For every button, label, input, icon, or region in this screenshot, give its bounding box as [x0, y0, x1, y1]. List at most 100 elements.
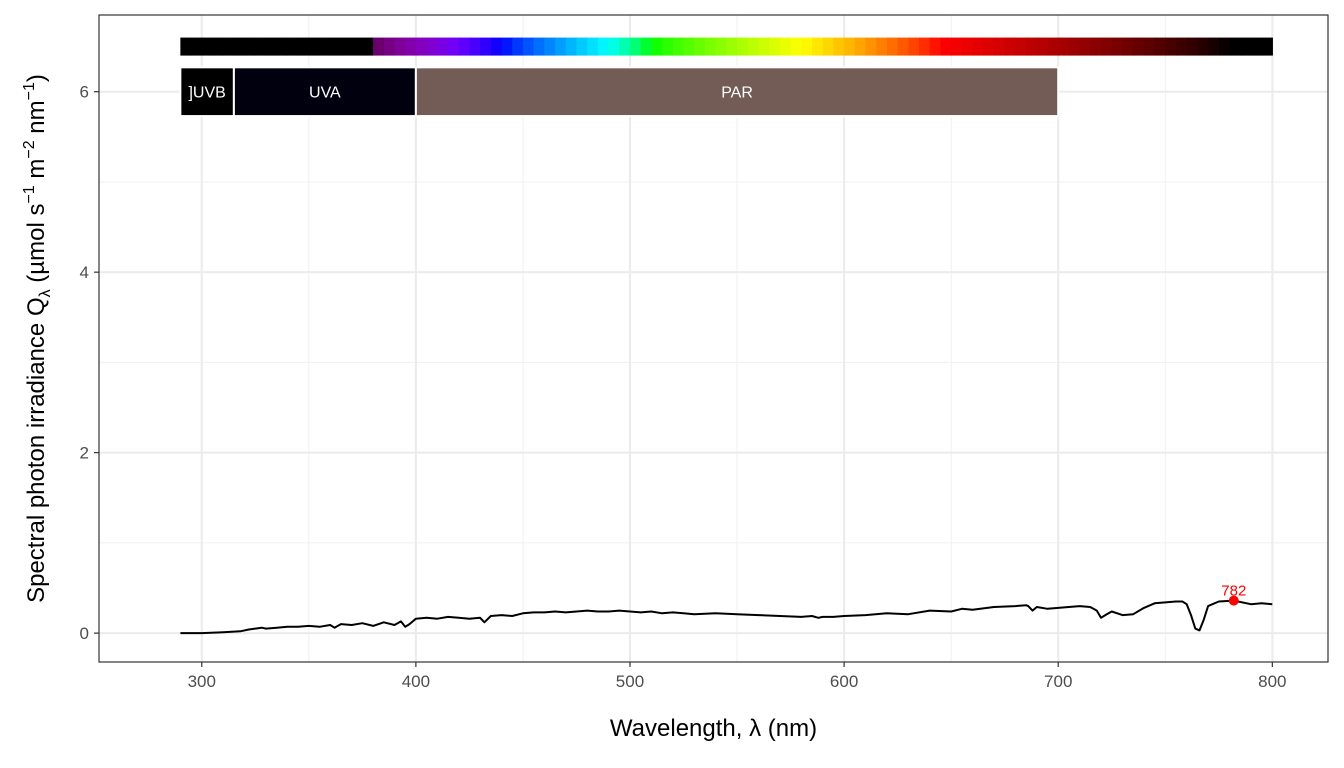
color-bar-segment — [394, 37, 406, 56]
color-bar-segment — [555, 37, 567, 56]
series-layer — [180, 599, 1273, 635]
color-bar-segment — [640, 37, 653, 56]
color-bar-segment — [1186, 37, 1198, 56]
color-bar-segment — [822, 37, 835, 56]
color-bar-segment — [854, 37, 867, 56]
color-bar-segment — [223, 37, 235, 56]
color-bar-segment — [266, 37, 278, 56]
color-bar-segment — [1090, 37, 1102, 56]
color-bar-segment — [458, 37, 471, 56]
color-bar-segment — [1133, 37, 1145, 56]
x-tick-label: 500 — [616, 672, 644, 691]
color-bar-segment — [426, 37, 438, 56]
x-tick-label: 700 — [1044, 672, 1072, 691]
color-bar-segment — [1250, 37, 1263, 56]
x-tick-label: 300 — [188, 672, 216, 691]
color-bar-segment — [469, 37, 481, 56]
waveband-box — [414, 66, 1060, 118]
color-bar-segment — [1218, 37, 1231, 56]
color-bar-segment — [983, 37, 995, 56]
color-bar-segment — [758, 37, 770, 56]
color-bar-segment — [919, 37, 931, 56]
color-bar-segment — [801, 37, 813, 56]
y-tick-label: 2 — [80, 444, 89, 463]
color-bar-segment — [212, 37, 224, 56]
color-bar-segment — [1143, 37, 1156, 56]
color-bar-segment — [704, 37, 717, 56]
color-bar-segment — [1101, 37, 1113, 56]
color-bar-segment — [597, 37, 610, 56]
color-bar-segment — [512, 37, 524, 56]
color-bar-segment — [1111, 37, 1124, 56]
color-bar-segment — [308, 37, 321, 56]
color-bar-segment — [319, 37, 331, 56]
y-axis-title-subscript: λ — [37, 289, 54, 297]
band-overlays: ]UVB UVA PAR — [179, 37, 1273, 118]
color-bar-segment — [351, 37, 363, 56]
plot-panel-border — [98, 14, 1329, 663]
color-bar-segment — [201, 37, 214, 56]
color-bar-segment — [715, 37, 727, 56]
color-bar-segment — [587, 37, 599, 56]
color-bar-segment — [961, 37, 974, 56]
y-axis-title-units-close: ) — [23, 74, 50, 82]
waveband-label: UVA — [309, 85, 341, 102]
y-tick-label: 6 — [80, 83, 89, 102]
color-bar-segment — [373, 37, 385, 56]
color-bar-segment — [747, 37, 760, 56]
color-bar-segment — [180, 37, 192, 56]
color-bar-segment — [1261, 37, 1273, 56]
waveband-label: PAR — [721, 85, 753, 102]
color-bar-segment — [1058, 37, 1070, 56]
x-axis-title: Wavelength, λ (nm) — [610, 715, 817, 742]
color-bar-segment — [298, 37, 310, 56]
color-bar-segment — [522, 37, 535, 56]
y-axis-title-sup1: −1 — [21, 185, 38, 203]
x-tick-label: 600 — [830, 672, 858, 691]
color-bar-segment — [383, 37, 396, 56]
color-bar-segment — [233, 37, 246, 56]
color-bar-segment — [244, 37, 256, 56]
color-bar-segment — [1015, 37, 1027, 56]
color-bar-segment — [662, 37, 674, 56]
color-bar-segment — [255, 37, 267, 56]
waveband-box — [232, 66, 417, 118]
color-bar-segment — [769, 37, 781, 56]
color-bar-segment — [1122, 37, 1134, 56]
y-axis-title-units-open: (µmol s — [23, 204, 50, 290]
axis-ticks: 300 400 500 600 700 800 0 2 4 6 — [80, 83, 1287, 691]
color-bar-segment — [330, 37, 342, 56]
color-bar-segment — [993, 37, 1006, 56]
color-bar-segment — [929, 37, 942, 56]
color-bar-segment — [276, 37, 289, 56]
color-bar-segment — [480, 37, 492, 56]
color-bar-segment — [1240, 37, 1252, 56]
color-bar-segment — [1036, 37, 1049, 56]
peak-label: 782 — [1221, 583, 1246, 600]
color-bar-segment — [576, 37, 588, 56]
y-axis-title-prefix: Spectral photon irradiance Q — [23, 297, 50, 603]
color-bar-segment — [951, 37, 963, 56]
color-bar-segment — [490, 37, 503, 56]
color-bar-segment — [437, 37, 449, 56]
color-bar-segment — [544, 37, 556, 56]
color-bar-segment — [1197, 37, 1209, 56]
color-bar-segment — [533, 37, 545, 56]
color-bar-segment — [940, 37, 952, 56]
color-bar-segment — [608, 37, 620, 56]
color-bar-segment — [811, 37, 824, 56]
color-bar-segment — [1229, 37, 1241, 56]
color-bar-segment — [1068, 37, 1081, 56]
color-bar-segment — [1047, 37, 1059, 56]
color-bar-segment — [448, 37, 460, 56]
color-bar-segment — [694, 37, 706, 56]
color-bar-segment — [1026, 37, 1038, 56]
color-bar-segment — [651, 37, 663, 56]
color-bar-segment — [672, 37, 685, 56]
color-bar-segment — [501, 37, 513, 56]
color-bar-segment — [191, 37, 203, 56]
color-bar-segment — [362, 37, 374, 56]
color-bar-segment — [629, 37, 642, 56]
color-bar-segment — [1165, 37, 1177, 56]
